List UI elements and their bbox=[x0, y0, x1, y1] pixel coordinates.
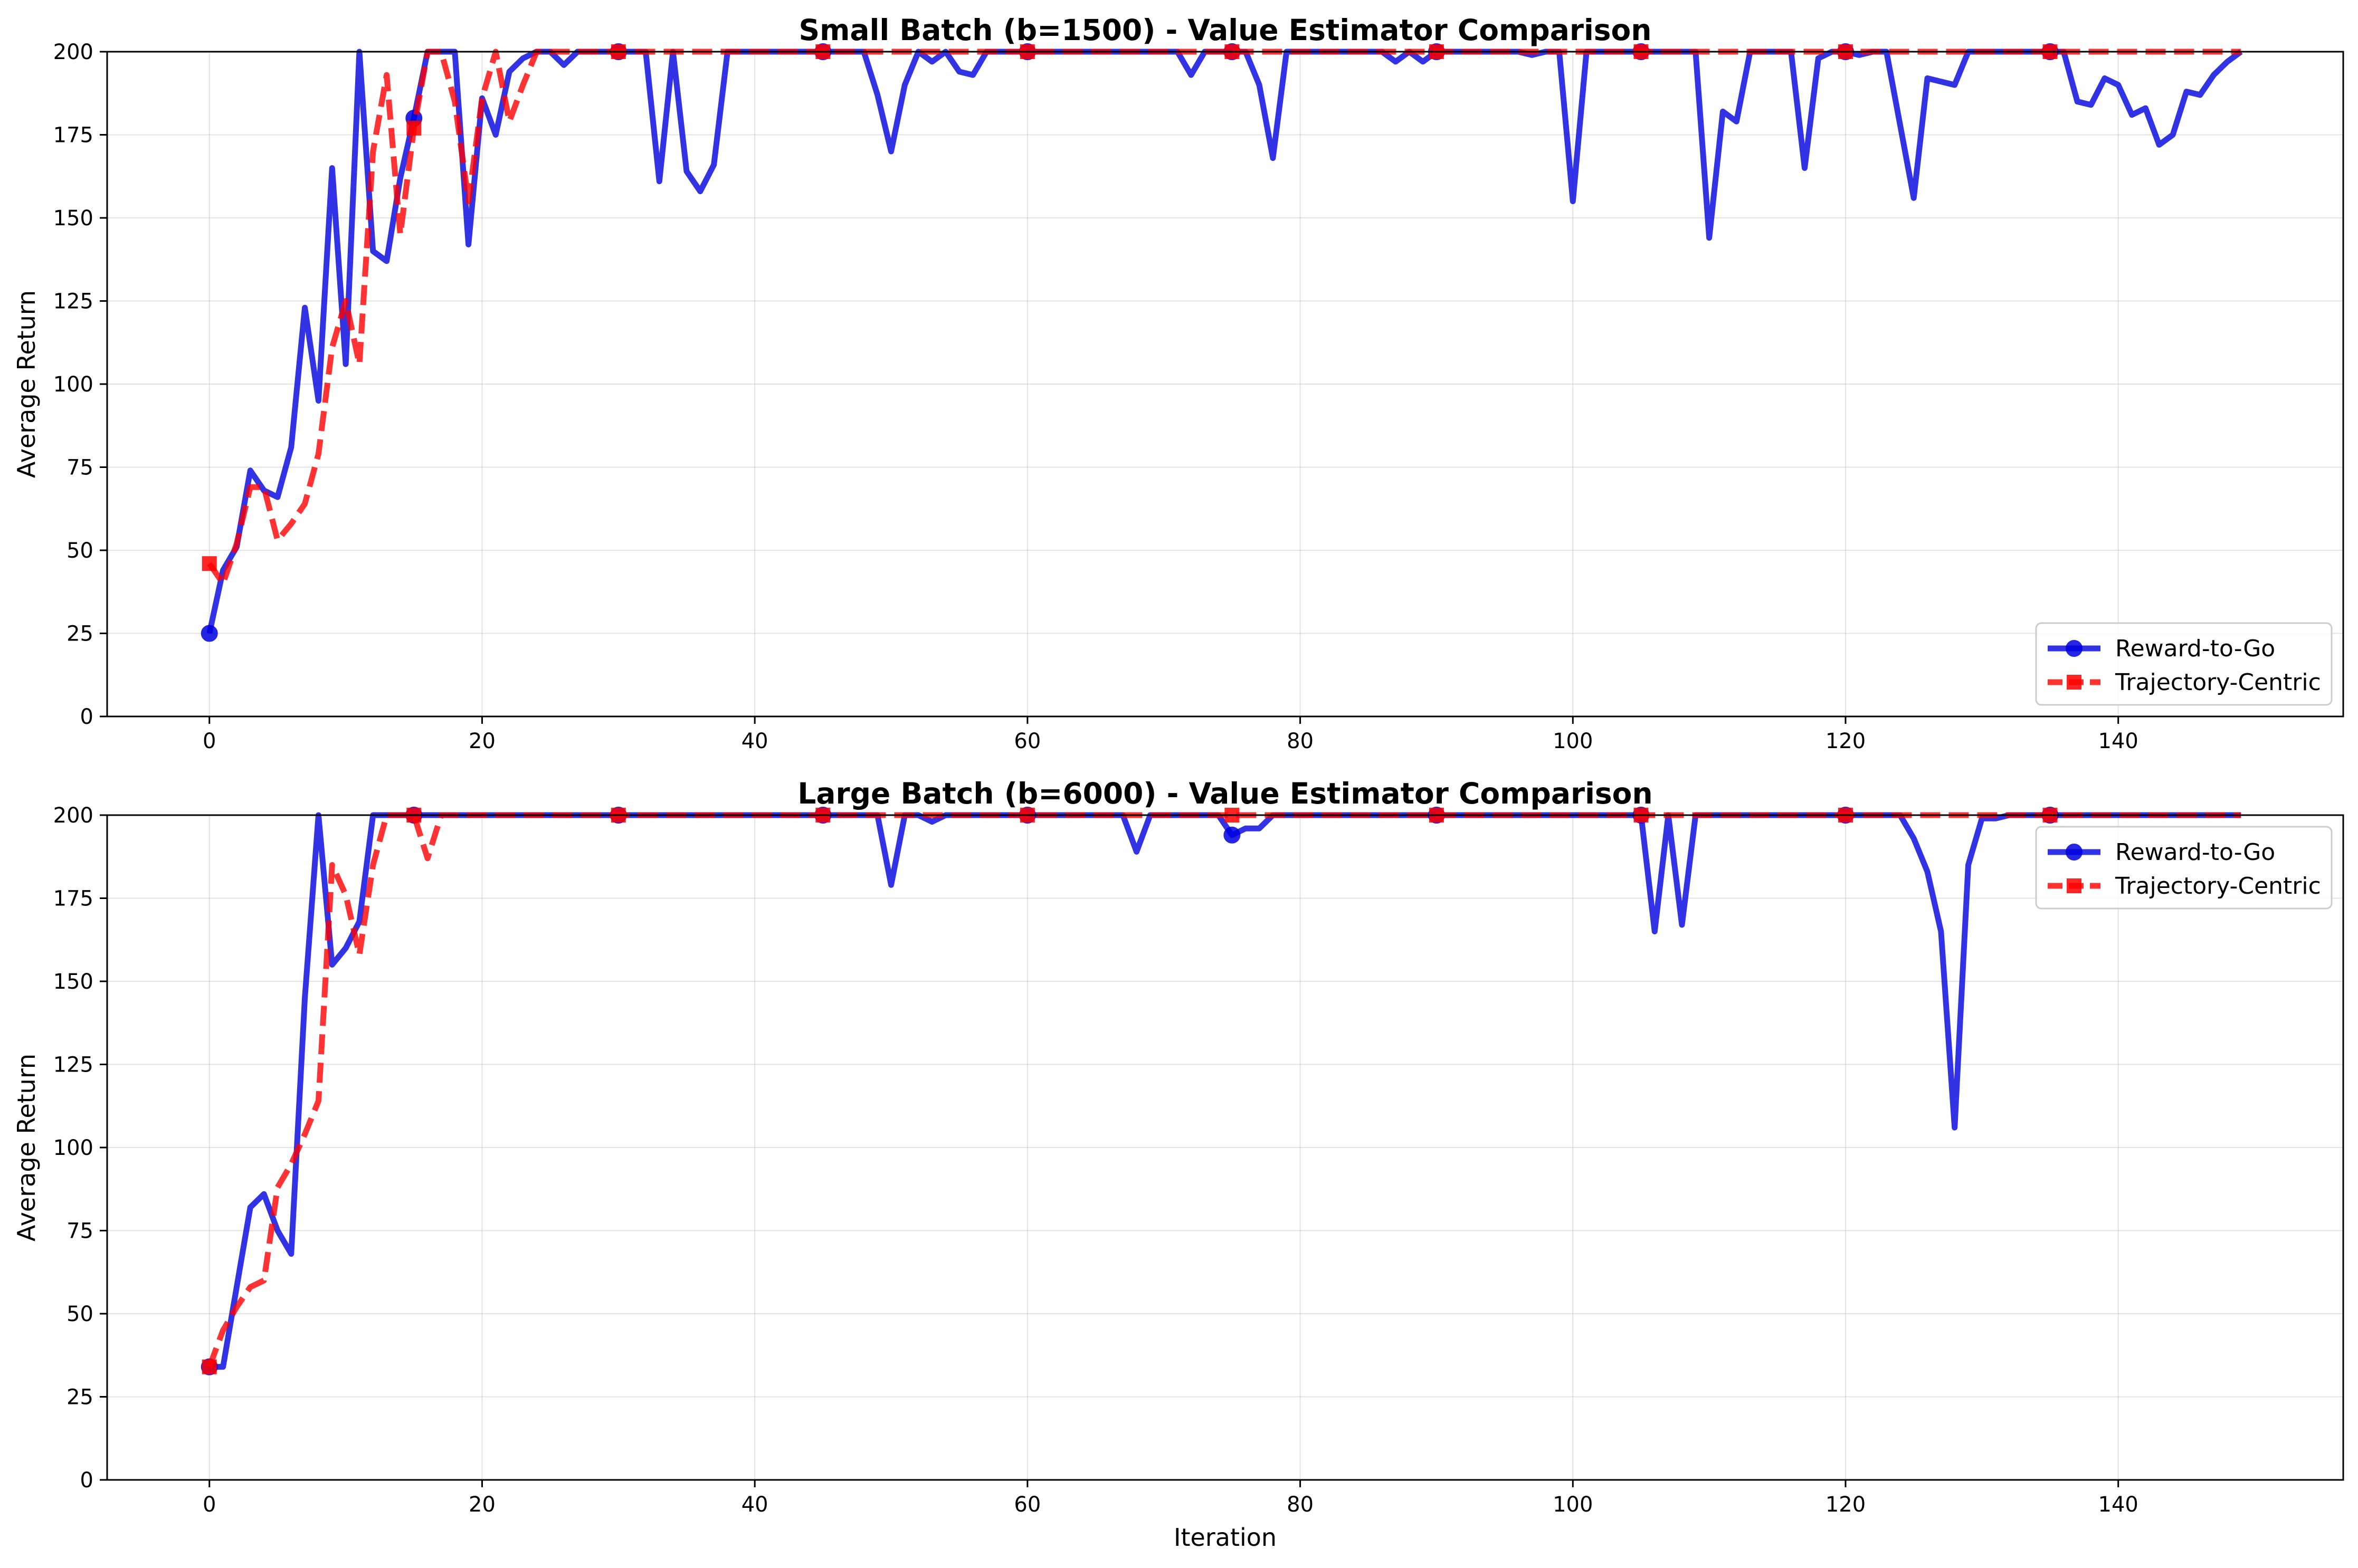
x-tick-label: 140 bbox=[2098, 729, 2138, 753]
chart-title: Small Batch (b=1500) - Value Estimator C… bbox=[798, 13, 1651, 47]
x-tick-label: 20 bbox=[469, 729, 496, 753]
y-tick-label: 0 bbox=[80, 705, 93, 729]
legend-marker-reward-to-go bbox=[2066, 844, 2083, 861]
legend: Reward-to-Go Trajectory-Centric bbox=[2035, 622, 2333, 706]
data-point-reward-to-go bbox=[201, 625, 218, 642]
y-tick-label: 150 bbox=[53, 206, 93, 231]
x-tick-label: 40 bbox=[741, 1493, 768, 1517]
x-axis-label: Iteration bbox=[1174, 1523, 1277, 1552]
legend-label-trajectory-centric: Trajectory-Centric bbox=[2115, 669, 2321, 696]
x-tick-label: 0 bbox=[203, 1493, 216, 1517]
x-tick-label: 140 bbox=[2098, 1493, 2138, 1517]
x-tick-label: 120 bbox=[1825, 1493, 1866, 1517]
y-axis-label: Average Return bbox=[12, 1054, 41, 1241]
legend-box bbox=[2035, 826, 2333, 910]
legend-marker-trajectory-centric bbox=[2067, 675, 2081, 690]
y-tick-label: 75 bbox=[66, 456, 93, 480]
y-tick-label: 125 bbox=[53, 1053, 93, 1077]
y-tick-label: 50 bbox=[66, 539, 93, 563]
y-tick-label: 100 bbox=[53, 1136, 93, 1160]
x-tick-label: 80 bbox=[1287, 729, 1314, 753]
legend-label-trajectory-centric: Trajectory-Centric bbox=[2115, 873, 2321, 900]
legend-label-reward-to-go: Reward-to-Go bbox=[2115, 635, 2275, 662]
y-tick-label: 50 bbox=[66, 1302, 93, 1326]
data-point-trajectory-centric bbox=[202, 1359, 217, 1374]
chart-panel-2: 0 20 40 60 80 100 120 140 0 25 50 75 100 125 150 175 200… bbox=[12, 777, 2344, 1552]
legend-label-reward-to-go: Reward-to-Go bbox=[2115, 839, 2275, 866]
data-point-trajectory-centric bbox=[202, 556, 217, 571]
y-tick-label: 175 bbox=[53, 887, 93, 911]
y-tick-label: 200 bbox=[53, 804, 93, 828]
y-tick-label: 125 bbox=[53, 290, 93, 314]
legend-box bbox=[2035, 622, 2333, 706]
y-tick-label: 100 bbox=[53, 372, 93, 397]
x-tick-label: 100 bbox=[1553, 1493, 1593, 1517]
y-tick-label: 200 bbox=[53, 40, 93, 64]
y-tick-label: 175 bbox=[53, 123, 93, 148]
series-line-trajectory-centric bbox=[207, 49, 2241, 587]
x-tick-label: 40 bbox=[741, 729, 768, 753]
legend-marker-reward-to-go bbox=[2066, 640, 2083, 657]
y-tick-label: 25 bbox=[66, 622, 93, 646]
y-tick-label: 75 bbox=[66, 1219, 93, 1244]
legend: Reward-to-Go Trajectory-Centric bbox=[2035, 826, 2333, 910]
x-tick-label: 80 bbox=[1287, 1493, 1314, 1517]
legend-marker-trajectory-centric bbox=[2067, 878, 2081, 893]
x-tick-label: 100 bbox=[1553, 729, 1593, 753]
data-point-reward-to-go bbox=[1223, 826, 1241, 844]
y-tick-label: 0 bbox=[80, 1468, 93, 1493]
x-tick-label: 60 bbox=[1014, 729, 1041, 753]
x-tick-label: 120 bbox=[1825, 729, 1866, 753]
series-line-reward-to-go bbox=[206, 49, 2243, 634]
y-axis-label: Average Return bbox=[12, 290, 41, 478]
chart-title: Large Batch (b=6000) - Value Estimator C… bbox=[797, 777, 1652, 810]
x-tick-label: 0 bbox=[203, 729, 216, 753]
x-tick-label: 20 bbox=[469, 1493, 496, 1517]
x-tick-label: 60 bbox=[1014, 1493, 1041, 1517]
data-point-trajectory-centric bbox=[406, 120, 422, 136]
chart-panel-1: 0 20 40 60 80 100 120 140 0 25 50 75 100 125 150 175 200… bbox=[12, 13, 2344, 753]
y-tick-label: 25 bbox=[66, 1385, 93, 1410]
y-tick-label: 150 bbox=[53, 970, 93, 994]
